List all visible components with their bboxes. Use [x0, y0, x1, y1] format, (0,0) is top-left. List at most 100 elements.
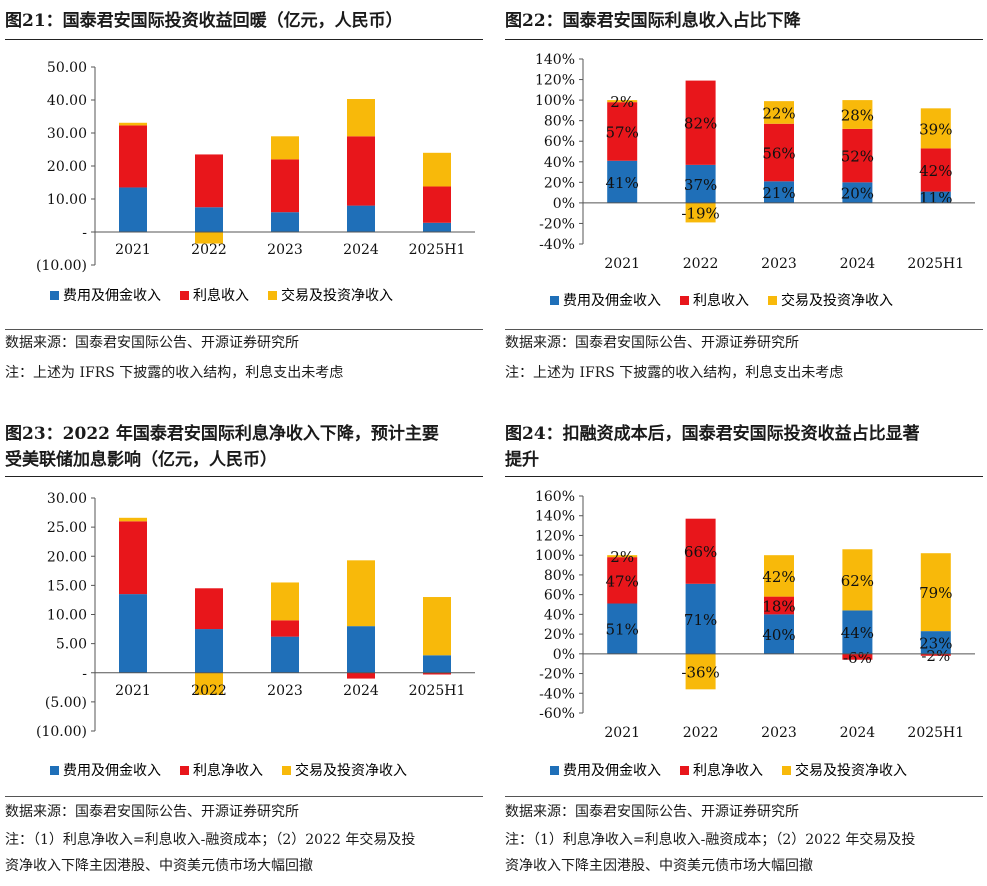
bar-2024-series-1: [347, 672, 375, 679]
x-tick-label: 2025H1: [409, 683, 466, 699]
footnote: 注：上述为 IFRS 下披露的收入结构，利息支出未考虑: [5, 365, 344, 381]
bar-2024-series-2: [842, 549, 873, 611]
bar-2021-series-2: [607, 100, 638, 103]
legend-item: 利息净收入: [180, 760, 263, 780]
bar-2023-series-1: [271, 620, 299, 637]
y-tick-label: 120%: [535, 73, 575, 89]
chart-title: 图24：扣融资成本后，国泰君安国际投资收益占比显著: [505, 424, 920, 444]
bar-2024-series-1: [842, 653, 873, 660]
bar-2023-series-2: [271, 582, 299, 621]
source-note: 数据来源：国泰君安国际公告、开源证券研究所: [5, 335, 299, 351]
y-tick-label: 0%: [553, 196, 575, 212]
bar-2024-series-0: [347, 626, 375, 673]
y-tick-label: 20%: [544, 627, 575, 643]
data-label: 82%: [684, 115, 717, 133]
x-tick-label: 2024: [343, 683, 379, 699]
data-label: 37%: [684, 176, 717, 194]
chart-title: 图21：国泰君安国际投资收益回暖（亿元，人民币）: [5, 11, 403, 31]
legend-swatch: [50, 766, 59, 775]
data-label: 39%: [919, 120, 952, 138]
bar-2025H1-series-1: [920, 653, 951, 656]
y-tick-label: 140%: [535, 509, 575, 525]
chart-legend: 费用及佣金收入 利息收入 交易及投资净收入: [505, 290, 983, 312]
bar-2023-series-0: [271, 212, 299, 232]
y-tick-label: (5.00): [45, 695, 87, 711]
bar-2021-series-1: [607, 102, 638, 161]
data-label: 40%: [762, 626, 795, 644]
bar-2025H1-series-1: [423, 186, 451, 223]
data-label: 51%: [606, 621, 639, 639]
chart-title-line2: 提升: [505, 450, 539, 470]
bar-2021-series-1: [119, 521, 147, 595]
y-tick-label: 30.00: [47, 126, 87, 142]
chart-plot: 140% 120% 100% 80% 60% 40% 20% 0% -20% -40% 41% 37%…: [535, 52, 975, 272]
data-label: -6%: [843, 649, 872, 667]
chart-panel-fig21: 图21：国泰君安国际投资收益回暖（亿元，人民币） 50.00 40.00 30.00…: [5, 5, 483, 391]
chart-legend: 费用及佣金收入 利息收入 交易及投资净收入: [5, 285, 483, 307]
legend-swatch: [550, 766, 559, 775]
bar-2024-series-2: [347, 99, 375, 137]
y-tick-label: 140%: [535, 52, 575, 68]
y-tick-label: 15.00: [47, 578, 87, 594]
bar-2025H1-series-2: [920, 108, 951, 149]
legend-swatch: [50, 291, 59, 300]
x-tick-label: 2023: [267, 683, 303, 699]
y-tick-label: -: [82, 666, 87, 682]
legend-label: 费用及佣金收入: [563, 763, 661, 779]
data-label: 23%: [919, 634, 952, 652]
x-tick-label: 2022: [683, 725, 719, 741]
x-tick-label: 2023: [761, 725, 797, 741]
chart-title: 图23：2022 年国泰君安国际利息净收入下降，预计主要: [5, 424, 439, 444]
x-tick-label: 2025H1: [907, 256, 964, 272]
legend-label: 交易及投资净收入: [281, 288, 393, 304]
data-label: -36%: [681, 664, 719, 682]
bar-2022-series-0: [195, 207, 223, 232]
bar-2024-series-1: [842, 128, 873, 183]
footnote-line1: 注：（1）利息净收入=利息收入-融资成本；（2）2022 年交易及投: [5, 832, 416, 848]
data-label: 11%: [919, 189, 952, 207]
data-label: 2%: [610, 548, 634, 566]
data-label: 79%: [919, 584, 952, 602]
legend-swatch: [680, 766, 689, 775]
bar-2023-series-0: [764, 614, 794, 654]
x-tick-label: 2025H1: [907, 725, 964, 741]
bar-2023-series-2: [764, 555, 794, 597]
legend-item: 交易及投资净收入: [782, 760, 907, 780]
y-tick-label: -20%: [539, 216, 575, 232]
y-tick-label: -20%: [539, 667, 575, 683]
y-tick-label: (10.00): [36, 258, 87, 274]
x-tick-label: 2021: [115, 683, 151, 699]
data-label: 41%: [606, 174, 639, 192]
chart-panel-fig24: 图24：扣融资成本后，国泰君安国际投资收益占比显著 提升 160% 140% 120…: [505, 418, 983, 883]
legend-swatch: [180, 291, 189, 300]
bar-2021-series-0: [607, 603, 638, 654]
legend-item: 利息收入: [680, 290, 749, 310]
x-tick-label: 2022: [191, 242, 227, 258]
bar-2023-series-2: [271, 136, 299, 160]
y-tick-label: 100%: [535, 93, 575, 109]
bar-2025H1-series-0: [423, 655, 451, 673]
bar-2024-series-1: [347, 136, 375, 206]
y-tick-label: (10.00): [36, 724, 87, 740]
data-label: 20%: [841, 185, 874, 203]
chart-legend: 费用及佣金收入 利息净收入 交易及投资净收入: [5, 760, 483, 782]
data-label: -2%: [921, 647, 950, 665]
bar-2021-series-0: [119, 594, 147, 673]
legend-swatch: [680, 296, 689, 305]
bar-2025H1-series-0: [423, 222, 451, 232]
y-tick-label: 10.00: [47, 192, 87, 208]
x-tick-label: 2024: [343, 242, 379, 258]
chart-title: 图22：国泰君安国际利息收入占比下降: [505, 11, 801, 31]
data-label: 56%: [762, 145, 795, 163]
y-tick-label: 80%: [544, 114, 575, 130]
legend-swatch: [282, 766, 291, 775]
data-label: 44%: [841, 624, 874, 642]
y-tick-label: -60%: [539, 706, 575, 722]
chart-legend: 费用及佣金收入 利息净收入 交易及投资净收入: [505, 760, 983, 782]
x-tick-label: 2021: [604, 725, 640, 741]
bar-2022-series-2: [195, 232, 223, 244]
data-label: 66%: [684, 543, 717, 561]
bar-2021-series-1: [119, 125, 147, 188]
bar-2022-series-0: [195, 629, 223, 673]
data-label: 22%: [762, 104, 795, 122]
